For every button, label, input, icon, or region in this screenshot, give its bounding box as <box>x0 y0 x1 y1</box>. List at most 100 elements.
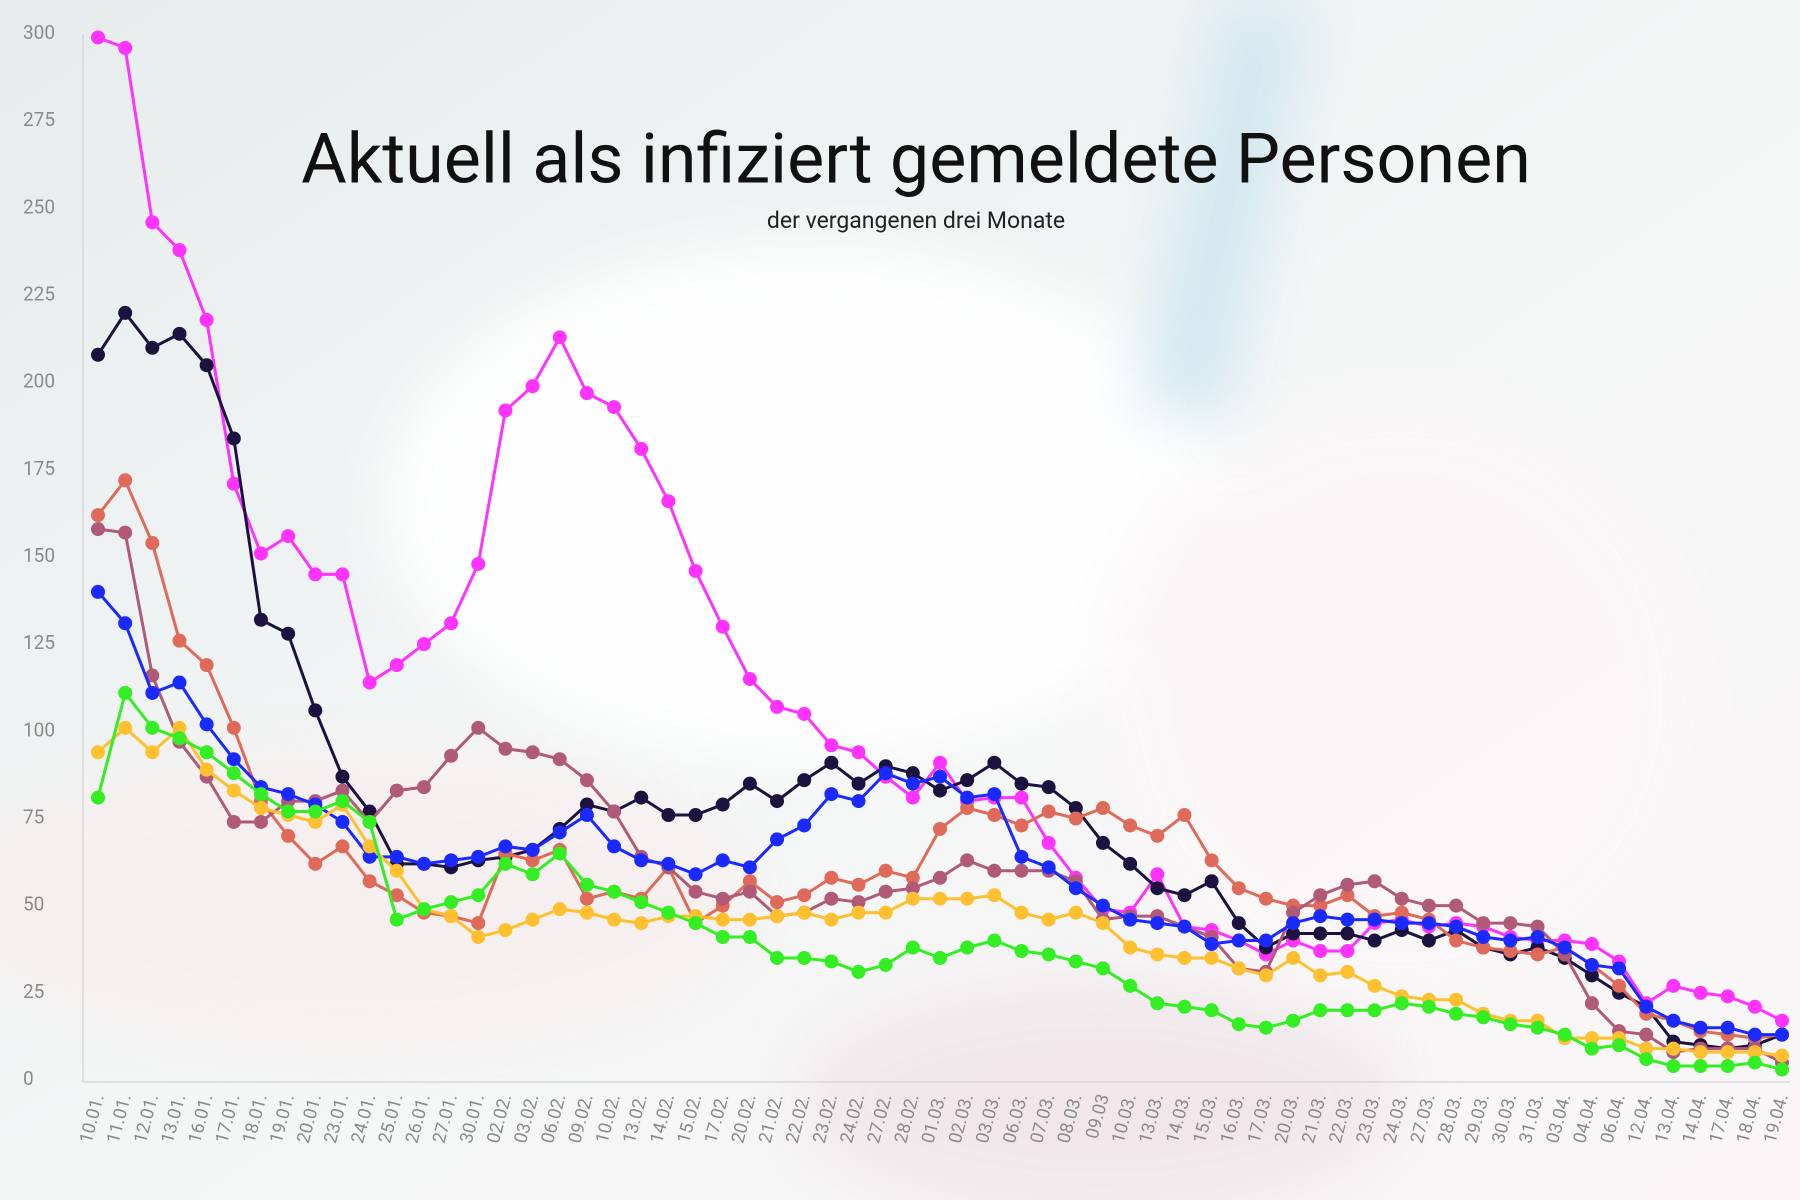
data-point <box>987 888 1002 903</box>
data-point <box>905 891 920 906</box>
data-point <box>1286 905 1301 920</box>
data-point <box>91 790 105 805</box>
data-point <box>688 867 703 882</box>
data-point <box>634 853 649 868</box>
data-point <box>281 626 296 641</box>
data-point <box>661 905 676 920</box>
data-point <box>552 825 567 840</box>
data-point <box>308 804 323 819</box>
data-point <box>933 769 947 784</box>
data-point <box>878 863 893 878</box>
data-point <box>1150 947 1165 962</box>
data-point <box>715 912 730 927</box>
data-point <box>579 891 594 906</box>
data-point <box>253 801 268 816</box>
data-point <box>1123 940 1138 955</box>
data-point <box>1150 916 1165 931</box>
data-point <box>607 839 622 854</box>
data-point <box>389 783 404 798</box>
data-point <box>1747 999 1762 1014</box>
data-point <box>634 441 649 456</box>
data-point <box>878 884 893 899</box>
data-point <box>1123 818 1138 833</box>
y-tick-label: 75 <box>23 806 44 829</box>
data-point <box>1258 891 1273 906</box>
data-point <box>91 508 105 523</box>
chart-title: Aktuell als infiziert gemeldete Personen <box>301 118 1531 200</box>
data-point <box>634 790 649 805</box>
data-point <box>1775 1013 1789 1028</box>
data-point <box>1150 881 1165 896</box>
data-point <box>145 720 160 735</box>
data-point <box>905 870 920 885</box>
data-point <box>172 675 187 690</box>
data-point <box>1503 933 1518 948</box>
data-point <box>389 849 404 864</box>
data-point <box>1720 1059 1735 1074</box>
data-point <box>1014 790 1029 805</box>
data-point <box>797 888 812 903</box>
y-tick-label: 25 <box>23 980 44 1003</box>
data-point <box>688 808 703 823</box>
data-point <box>1666 1041 1681 1056</box>
data-point <box>579 386 594 401</box>
data-point <box>851 794 866 809</box>
data-point <box>1286 1013 1301 1028</box>
data-point <box>1557 1027 1572 1042</box>
data-point <box>525 912 540 927</box>
data-point <box>1313 888 1328 903</box>
data-point <box>878 905 893 920</box>
background-photo <box>0 0 1700 1200</box>
data-point <box>498 923 513 938</box>
data-point <box>1258 1020 1273 1035</box>
data-point <box>1231 961 1246 976</box>
data-point <box>905 881 920 896</box>
data-point <box>362 675 377 690</box>
data-point <box>715 853 730 868</box>
data-point <box>1639 1027 1654 1042</box>
data-point <box>579 808 594 823</box>
data-point <box>824 755 839 770</box>
data-point <box>797 950 812 965</box>
data-point <box>1693 1059 1708 1074</box>
data-point <box>715 930 730 945</box>
data-point <box>661 808 676 823</box>
data-point <box>1041 912 1056 927</box>
data-point <box>933 821 947 836</box>
data-point <box>1775 1062 1789 1077</box>
data-point <box>933 783 947 798</box>
data-point <box>253 787 268 802</box>
data-point <box>1313 943 1328 958</box>
y-tick-label: 150 <box>23 544 55 567</box>
data-point <box>335 567 350 582</box>
data-point <box>1557 940 1572 955</box>
data-point <box>172 720 187 735</box>
data-point <box>1340 926 1355 941</box>
data-point <box>172 731 187 746</box>
data-point <box>335 794 350 809</box>
data-point <box>1367 912 1382 927</box>
data-point <box>1666 1059 1681 1074</box>
data-point <box>1639 1052 1654 1067</box>
data-point <box>770 699 785 714</box>
data-point <box>308 856 323 871</box>
data-point <box>607 912 622 927</box>
data-point <box>1775 1048 1789 1063</box>
data-point <box>797 706 812 721</box>
data-point <box>987 808 1002 823</box>
data-point <box>1612 1038 1627 1053</box>
data-point <box>1584 996 1599 1011</box>
data-point <box>1041 860 1056 875</box>
data-point <box>444 909 459 924</box>
data-point <box>742 874 757 889</box>
data-point <box>552 846 567 861</box>
data-point <box>1340 888 1355 903</box>
data-point <box>1041 804 1056 819</box>
data-point <box>1503 943 1518 958</box>
data-point <box>145 536 160 551</box>
data-point <box>742 884 757 899</box>
data-point <box>634 895 649 910</box>
data-point <box>742 912 757 927</box>
data-point <box>1421 933 1436 948</box>
data-point <box>933 870 947 885</box>
